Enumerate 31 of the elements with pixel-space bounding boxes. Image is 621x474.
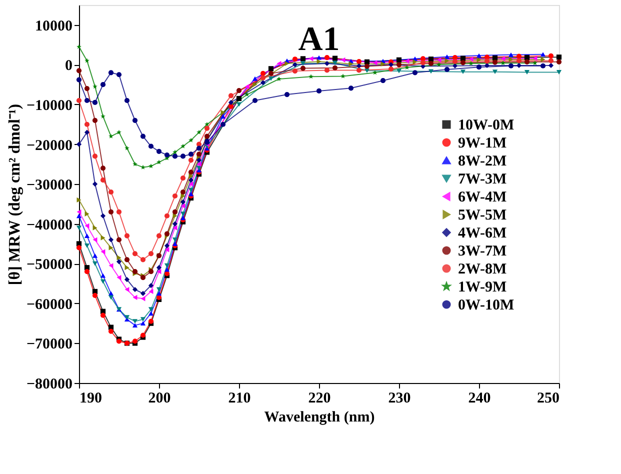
x-axis-title: Wavelength (nm) — [264, 410, 375, 426]
y-tick-label: −30000 — [26, 178, 72, 194]
x-tick-label: 240 — [468, 390, 491, 406]
legend-label: 9W-1M — [458, 136, 507, 152]
legend-label: 4W-6M — [458, 226, 507, 242]
legend-label: 8W-2M — [458, 154, 507, 170]
y-tick-label: −80000 — [26, 376, 72, 392]
x-tick-label: 250 — [537, 390, 560, 406]
x-tick-label: 230 — [388, 390, 411, 406]
x-tick-label: 200 — [148, 390, 171, 406]
legend-label: 10W-0M — [458, 118, 514, 134]
x-tick-label: 220 — [308, 390, 331, 406]
y-tick-label: −20000 — [26, 138, 72, 154]
y-tick-label: −60000 — [26, 296, 72, 313]
legend-label: 0W-10M — [458, 298, 514, 314]
y-tick-label: −40000 — [26, 217, 72, 234]
legend-label: 7W-3M — [458, 172, 507, 188]
y-tick-label: 0 — [65, 58, 72, 74]
y-axis-title: [θ] MRW (deg cm² dmol⁻¹) — [6, 104, 24, 286]
legend-label: 3W-7M — [458, 244, 507, 260]
legend-label: 1W-9M — [458, 280, 507, 296]
y-tick-label: −10000 — [26, 98, 72, 114]
x-tick-label: 210 — [228, 390, 251, 406]
legend-label: 6W-4M — [458, 190, 507, 206]
y-tick-label: −50000 — [26, 257, 72, 274]
x-tick-label: 190 — [80, 390, 102, 406]
y-tick-label: 10000 — [35, 18, 72, 34]
legend-label: 5W-5M — [458, 208, 507, 224]
legend-label: 2W-8M — [458, 262, 507, 278]
y-tick-label: −70000 — [26, 336, 72, 353]
chart-title: A1 — [298, 21, 340, 58]
